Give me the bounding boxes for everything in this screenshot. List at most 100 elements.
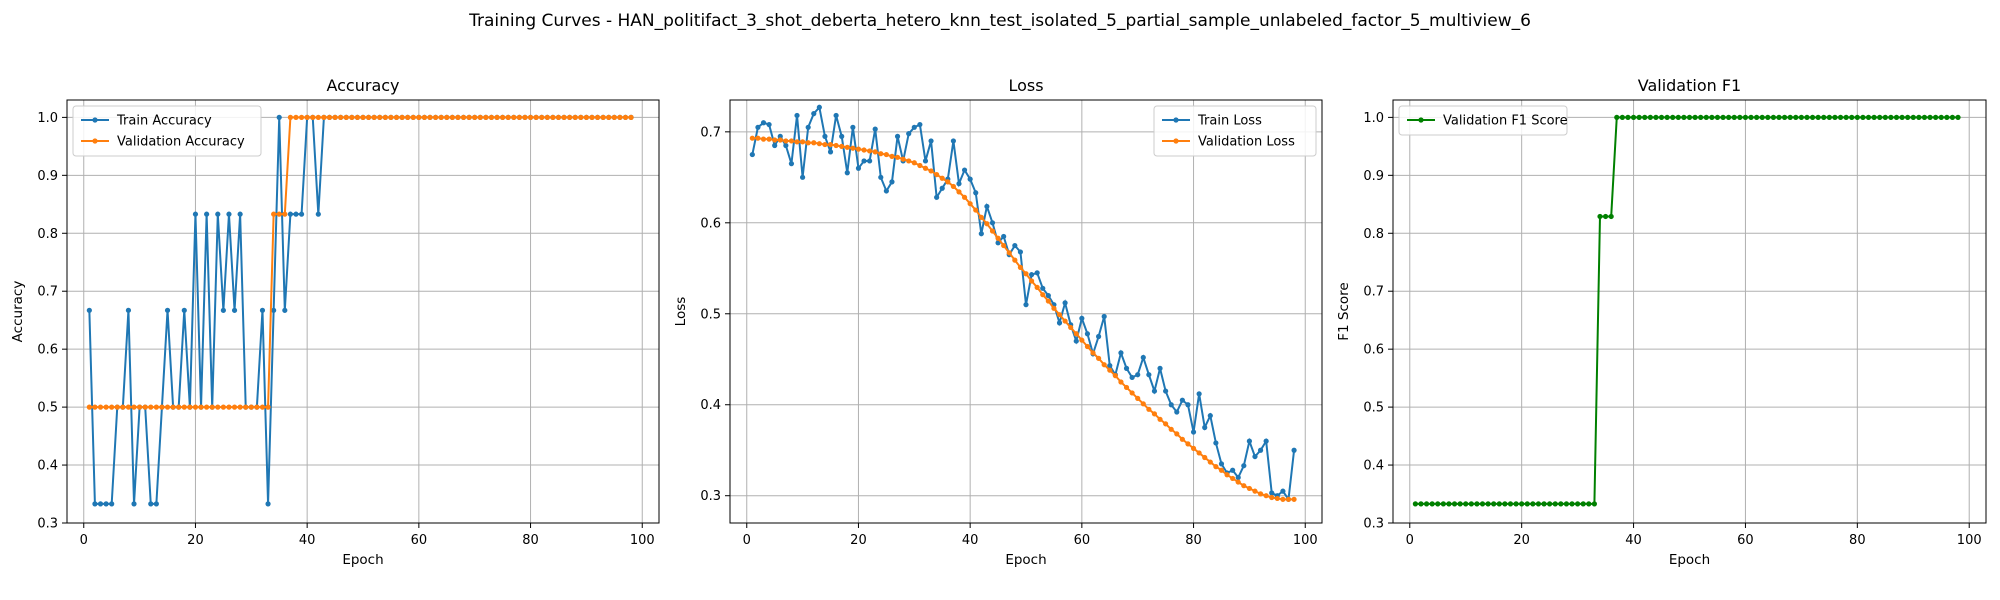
data-point — [271, 211, 277, 217]
data-point — [237, 211, 243, 217]
x-tick-label: 40 — [962, 533, 979, 548]
data-point — [1765, 114, 1771, 120]
data-point — [1670, 114, 1676, 120]
data-point — [1252, 488, 1258, 494]
data-point — [97, 404, 104, 410]
data-point — [505, 114, 511, 120]
data-point — [1580, 501, 1586, 507]
data-point — [822, 141, 828, 148]
data-point — [1552, 501, 1558, 507]
data-point — [755, 124, 761, 130]
data-point — [1524, 501, 1530, 507]
data-point — [1068, 324, 1074, 331]
data-point — [1832, 114, 1838, 120]
data-point — [1101, 313, 1107, 320]
data-point — [1140, 354, 1146, 361]
data-point — [371, 114, 377, 120]
data-point — [766, 136, 772, 142]
data-point — [527, 114, 534, 120]
data-point — [1457, 501, 1463, 507]
data-point — [220, 307, 226, 313]
data-point — [1291, 447, 1297, 453]
data-point — [844, 170, 850, 176]
data-point — [1028, 278, 1035, 284]
data-point — [472, 114, 478, 120]
data-point — [861, 147, 867, 153]
data-point — [1151, 411, 1158, 417]
data-point — [1017, 264, 1024, 270]
data-point — [1821, 114, 1827, 120]
data-point — [354, 114, 361, 120]
data-point — [1073, 331, 1079, 337]
data-point — [788, 138, 795, 144]
data-point — [894, 133, 901, 139]
data-point — [1642, 114, 1648, 120]
data-point — [1602, 213, 1609, 220]
data-point — [1423, 501, 1430, 507]
x-tick-label: 100 — [1957, 533, 1982, 548]
data-point — [1285, 496, 1292, 502]
data-point — [477, 114, 483, 120]
data-point — [315, 114, 321, 120]
data-point — [1793, 114, 1799, 120]
data-point — [92, 404, 98, 410]
data-point — [922, 158, 929, 164]
y-tick-label: 0.5 — [1363, 401, 1384, 416]
data-point — [1686, 114, 1693, 120]
data-point — [1185, 441, 1191, 447]
data-point — [388, 114, 394, 120]
x-tick-label: 60 — [1074, 533, 1091, 548]
data-point — [749, 135, 755, 141]
data-point — [1034, 284, 1040, 290]
x-tick-label: 0 — [1406, 533, 1414, 548]
x-tick-label: 80 — [522, 533, 539, 548]
x-tick-label: 80 — [1849, 533, 1866, 548]
x-axis-label: Epoch — [1005, 552, 1046, 568]
data-point — [572, 114, 578, 120]
data-point — [321, 114, 327, 120]
data-point — [1882, 114, 1888, 120]
data-point — [1519, 501, 1525, 507]
data-point — [215, 404, 221, 410]
data-point — [326, 114, 333, 120]
data-point — [1123, 384, 1130, 391]
data-point — [1446, 501, 1452, 507]
legend-box — [1153, 105, 1317, 157]
chart-panel-1: 0 20 40 60 80 100 0.3 0.4 0.5 0.6 0.7 0.8 0.9 1.0 Accu… — [10, 76, 660, 568]
data-point — [103, 501, 109, 507]
data-point — [906, 131, 912, 137]
data-point — [1179, 436, 1185, 442]
data-point — [516, 114, 522, 120]
data-point — [1412, 501, 1418, 507]
data-point — [393, 114, 400, 120]
data-point — [1190, 445, 1197, 452]
data-point — [1202, 424, 1208, 431]
data-point — [164, 307, 171, 313]
data-point — [1888, 114, 1894, 120]
legend-box — [72, 105, 262, 157]
data-point — [772, 137, 778, 143]
data-point — [788, 161, 795, 167]
data-point — [1905, 114, 1911, 120]
data-point — [1435, 501, 1441, 507]
x-axis-label: Epoch — [342, 552, 383, 568]
legend-swatch-marker — [1418, 117, 1424, 123]
x-tick-label: 100 — [630, 533, 655, 548]
data-point — [922, 165, 929, 171]
data-point — [622, 114, 629, 120]
data-point — [567, 114, 573, 120]
data-point — [522, 114, 528, 120]
data-point — [967, 176, 973, 182]
data-point — [1168, 402, 1174, 408]
data-point — [1096, 333, 1102, 340]
data-point — [1742, 114, 1749, 120]
data-point — [1591, 501, 1597, 507]
data-point — [956, 189, 962, 195]
data-point — [343, 114, 349, 120]
data-point — [148, 404, 154, 410]
data-point — [934, 194, 940, 200]
data-point — [827, 149, 834, 155]
y-tick-label: 0.7 — [37, 285, 58, 300]
data-point — [1252, 453, 1258, 460]
y-tick-label: 1.0 — [37, 111, 58, 126]
